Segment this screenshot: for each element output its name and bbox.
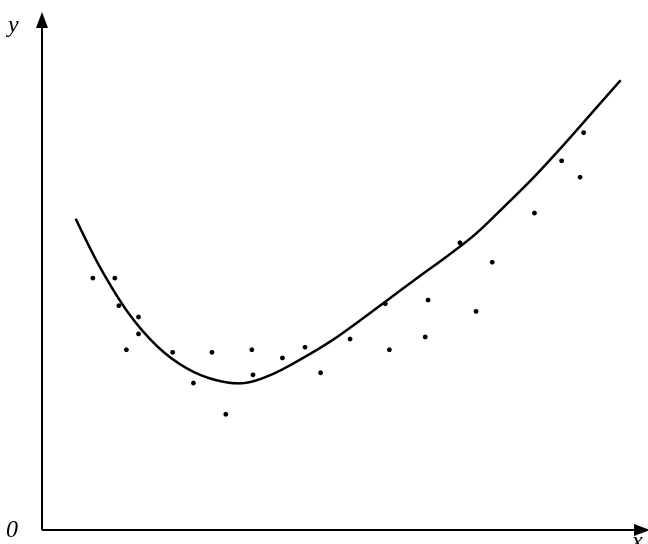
data-point — [280, 355, 285, 361]
data-point — [532, 210, 537, 216]
data-point — [123, 347, 129, 353]
data-point — [473, 308, 479, 314]
data-point — [302, 344, 308, 350]
data-point — [318, 370, 323, 376]
data-point — [382, 301, 388, 307]
x-axis-label: x — [631, 528, 643, 544]
x-axis-arrow — [634, 524, 648, 536]
data-point — [170, 349, 176, 355]
data-point — [209, 349, 215, 355]
data-point — [422, 334, 428, 340]
data-point — [250, 372, 256, 378]
data-point — [559, 158, 565, 164]
y-axis-arrow — [36, 12, 48, 28]
data-point — [136, 331, 141, 337]
fitted-curve — [74, 79, 622, 385]
data-point — [347, 336, 353, 342]
data-point — [577, 174, 583, 180]
data-point — [386, 347, 392, 353]
origin-label: 0 — [6, 517, 18, 543]
data-point — [581, 130, 586, 136]
data-point — [457, 240, 463, 246]
data-point — [223, 411, 229, 417]
y-axis-label: y — [6, 12, 19, 38]
data-point — [249, 347, 255, 353]
data-point — [191, 380, 196, 386]
data-point — [116, 303, 122, 309]
data-point — [136, 314, 141, 320]
plot-area — [74, 79, 622, 417]
data-point — [112, 275, 118, 281]
data-point — [90, 275, 96, 281]
data-point — [489, 259, 495, 265]
data-point — [425, 297, 431, 303]
